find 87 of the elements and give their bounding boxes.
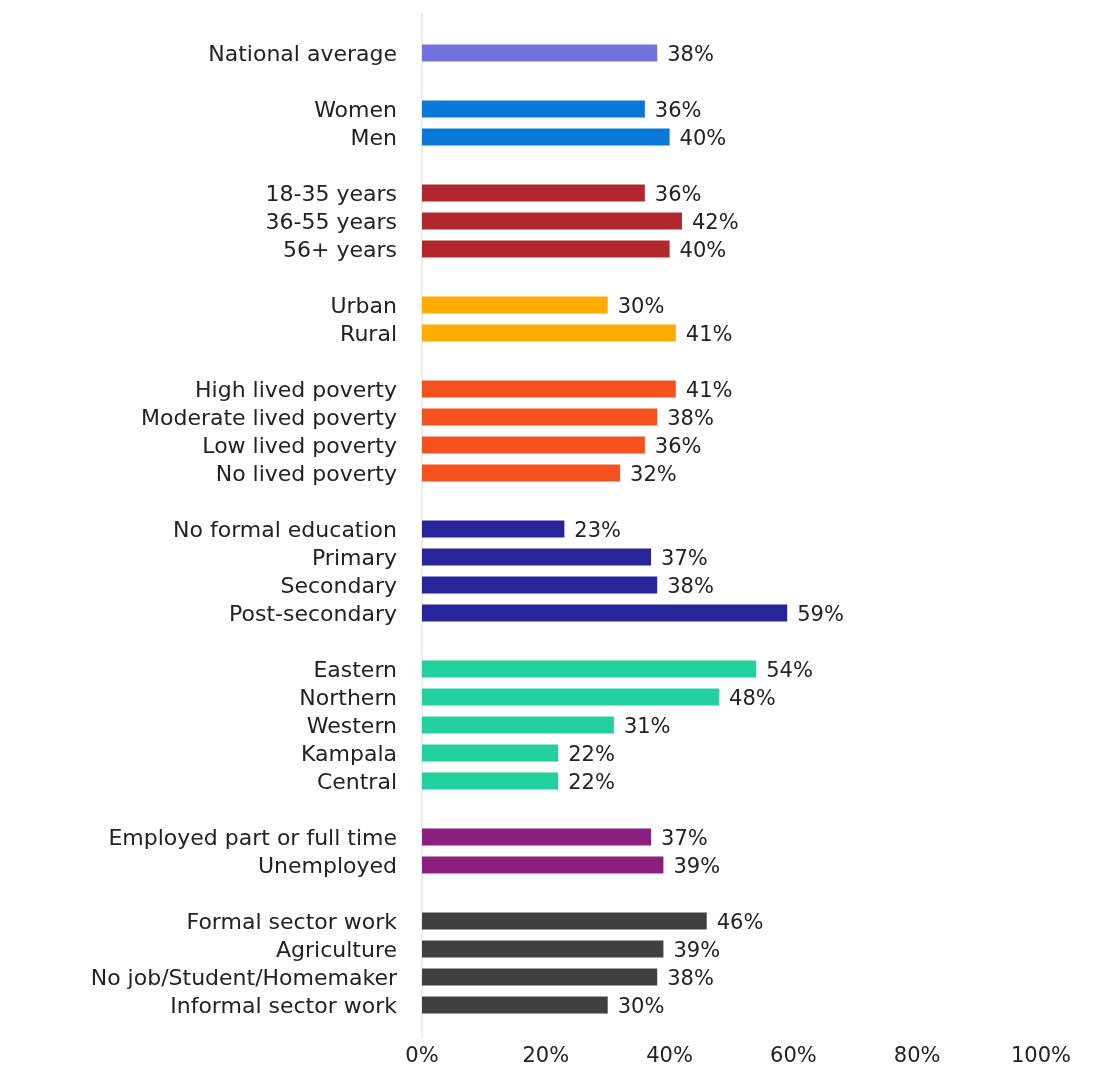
- data-label: 59%: [797, 602, 844, 626]
- bar: [422, 408, 658, 426]
- bar: [422, 520, 565, 538]
- data-label: 39%: [673, 938, 721, 962]
- data-label: 39%: [673, 854, 721, 878]
- data-label: 41%: [685, 322, 733, 346]
- x-tick-label: 40%: [646, 1043, 693, 1067]
- y-tick-label: National average: [208, 41, 397, 66]
- bar: [422, 184, 645, 202]
- bar: [422, 856, 664, 874]
- y-tick-label: Primary: [311, 545, 397, 570]
- y-tick-label: Moderate lived poverty: [140, 405, 397, 430]
- data-label: 31%: [623, 714, 671, 738]
- bar: [422, 436, 645, 454]
- bar: [422, 128, 670, 146]
- data-label: 48%: [729, 686, 776, 710]
- data-label: 46%: [716, 910, 764, 934]
- x-tick-label: 20%: [522, 1043, 570, 1067]
- y-tick-label: Formal sector work: [186, 909, 398, 934]
- y-tick-label: Western: [306, 713, 397, 738]
- x-tick-label: 0%: [405, 1043, 439, 1067]
- bar: [422, 576, 658, 594]
- data-label: 36%: [654, 182, 702, 206]
- bar: [422, 324, 676, 342]
- data-label: 40%: [679, 126, 727, 150]
- data-label: 38%: [667, 42, 714, 66]
- data-label: 30%: [617, 994, 665, 1018]
- bar: [422, 296, 608, 314]
- bar: [422, 968, 658, 986]
- x-tick-label: 80%: [893, 1043, 941, 1067]
- data-label: 36%: [654, 98, 702, 122]
- y-tick-label: Employed part or full time: [108, 825, 397, 850]
- bar: [422, 716, 614, 734]
- bar: [422, 688, 720, 706]
- y-tick-label: Central: [316, 769, 397, 794]
- data-label: 38%: [667, 966, 714, 990]
- data-label: 32%: [630, 462, 677, 486]
- bar: [422, 464, 621, 482]
- x-tick-label: 60%: [770, 1043, 817, 1067]
- bar: [422, 772, 559, 790]
- y-tick-label: Secondary: [280, 573, 397, 598]
- bar: [422, 604, 788, 622]
- y-tick-label: No job/Student/Homemaker: [90, 965, 398, 990]
- y-tick-label: Kampala: [301, 741, 397, 766]
- data-label: 40%: [679, 238, 727, 262]
- data-label: 38%: [667, 574, 714, 598]
- data-label: 54%: [766, 658, 813, 682]
- y-tick-label: No formal education: [173, 517, 397, 542]
- data-label: 41%: [685, 378, 733, 402]
- y-tick-label: Men: [350, 125, 397, 150]
- bar: [422, 44, 658, 62]
- bar: [422, 940, 664, 958]
- y-tick-label: Agriculture: [276, 937, 397, 962]
- y-tick-label: High lived poverty: [195, 377, 397, 402]
- bar: [422, 660, 757, 678]
- data-label: 37%: [661, 826, 708, 850]
- y-tick-label: Urban: [330, 293, 397, 318]
- bar: [422, 212, 682, 230]
- bar: [422, 744, 559, 762]
- data-label: 36%: [654, 434, 702, 458]
- y-tick-label: Unemployed: [257, 853, 397, 878]
- bar: [422, 548, 652, 566]
- bar: [422, 912, 707, 930]
- bar: [422, 240, 670, 258]
- y-tick-label: 56+ years: [283, 237, 397, 262]
- y-tick-label: Women: [314, 97, 397, 122]
- y-tick-label: Post-secondary: [229, 601, 397, 626]
- data-label: 23%: [574, 518, 622, 542]
- y-tick-label: 36-55 years: [265, 209, 397, 234]
- bar: [422, 100, 645, 118]
- bar: [422, 996, 608, 1014]
- data-label: 37%: [661, 546, 708, 570]
- y-tick-label: No lived poverty: [215, 461, 397, 486]
- y-tick-label: Low lived poverty: [202, 433, 397, 458]
- data-label: 38%: [667, 406, 714, 430]
- y-tick-label: Informal sector work: [170, 993, 398, 1018]
- y-tick-label: Eastern: [313, 657, 397, 682]
- bar: [422, 380, 676, 398]
- data-label: 22%: [568, 770, 615, 794]
- data-label: 30%: [617, 294, 665, 318]
- y-tick-label: Northern: [299, 685, 397, 710]
- data-label: 22%: [568, 742, 615, 766]
- y-tick-label: 18-35 years: [265, 181, 397, 206]
- y-tick-label: Rural: [340, 321, 397, 346]
- bar: [422, 828, 652, 846]
- data-label: 42%: [691, 210, 739, 234]
- x-tick-label: 100%: [1010, 1043, 1072, 1067]
